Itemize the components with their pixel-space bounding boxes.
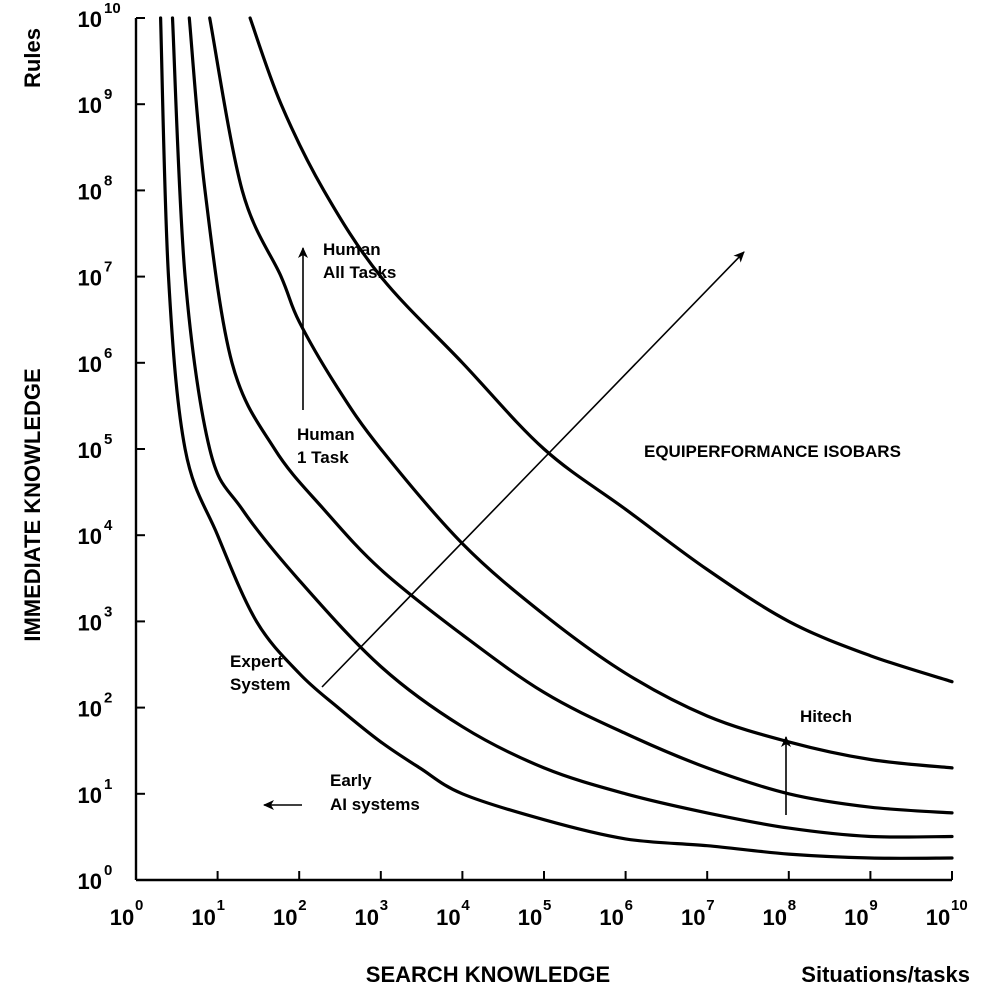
x-tick-exponent-2: 2	[298, 897, 306, 914]
y-axis-title: IMMEDIATE KNOWLEDGE	[20, 368, 45, 641]
y-tick-label-5: 10	[78, 438, 102, 463]
y-tick-label-7: 10	[78, 266, 102, 291]
x-unit-label: Situations/tasks	[801, 962, 970, 987]
x-tick-label-4: 10	[436, 905, 460, 930]
x-tick-exponent-10: 10	[951, 897, 968, 914]
early-ai-label-line2: AI systems	[330, 795, 420, 814]
y-tick-label-4: 10	[78, 524, 102, 549]
human-all-tasks-label-line2: All Tasks	[323, 263, 396, 282]
expert-system-arrow	[321, 251, 745, 688]
x-tick-exponent-4: 4	[461, 897, 470, 914]
y-tick-label-10: 10	[78, 7, 102, 32]
y-tick-label-3: 10	[78, 610, 102, 635]
y-tick-label-2: 10	[78, 697, 102, 722]
y-tick-exponent-10: 10	[104, 0, 121, 17]
x-tick-exponent-5: 5	[543, 897, 551, 914]
y-unit-label: Rules	[20, 28, 45, 88]
isobar-curve-3	[187, 16, 954, 815]
x-tick-exponent-7: 7	[706, 897, 714, 914]
y-tick-label-1: 10	[78, 783, 102, 808]
y-tick-marks	[136, 17, 145, 881]
y-tick-exponent-7: 7	[104, 259, 112, 276]
x-tick-label-10: 10	[926, 905, 950, 930]
x-tick-marks	[135, 871, 953, 880]
x-tick-exponent-3: 3	[380, 897, 388, 914]
x-tick-label-8: 10	[763, 905, 787, 930]
y-tick-exponent-8: 8	[104, 172, 112, 189]
isobar-curve-2	[170, 16, 954, 839]
x-tick-label-2: 10	[273, 905, 297, 930]
x-tick-exponent-1: 1	[217, 897, 225, 914]
equiperformance-isobars-label: EQUIPERFORMANCE ISOBARS	[644, 442, 901, 461]
y-tick-label-0: 10	[78, 869, 102, 894]
x-tick-label-5: 10	[518, 905, 542, 930]
human-one-task-label-line2: 1 Task	[297, 448, 349, 467]
human-one-task-label-line1: Human	[297, 425, 355, 444]
expert-system-label-line1: Expert	[230, 652, 283, 671]
y-tick-exponent-6: 6	[104, 345, 112, 362]
y-tick-exponent-5: 5	[104, 431, 112, 448]
y-tick-exponent-2: 2	[104, 690, 112, 707]
isobar-curves	[159, 16, 954, 860]
hitech-label: Hitech	[800, 707, 852, 726]
y-tick-exponent-3: 3	[104, 603, 112, 620]
x-tick-exponent-9: 9	[869, 897, 877, 914]
x-tick-exponent-6: 6	[625, 897, 633, 914]
x-tick-labels: 10 0 10 1 10 2 10 3 10 4 10 5 10 6 10 7 10 8 10 9 10 10	[110, 897, 968, 930]
y-tick-exponent-0: 0	[104, 862, 112, 879]
x-tick-label-1: 10	[191, 905, 215, 930]
y-tick-exponent-4: 4	[104, 517, 113, 534]
y-tick-label-8: 10	[78, 179, 102, 204]
y-tick-exponent-1: 1	[104, 776, 112, 793]
isobar-curve-4	[208, 16, 954, 770]
x-tick-label-3: 10	[355, 905, 379, 930]
early-ai-label-line1: Early	[330, 771, 372, 790]
y-tick-exponent-9: 9	[104, 86, 112, 103]
x-tick-exponent-0: 0	[135, 897, 143, 914]
expert-system-label-line2: System	[230, 675, 290, 694]
y-tick-label-6: 10	[78, 352, 102, 377]
human-all-tasks-label-line1: Human	[323, 240, 381, 259]
y-tick-label-9: 10	[78, 93, 102, 118]
x-tick-label-0: 10	[110, 905, 134, 930]
x-tick-label-9: 10	[844, 905, 868, 930]
x-tick-label-7: 10	[681, 905, 705, 930]
isobar-curve-1	[159, 16, 954, 860]
x-tick-label-6: 10	[599, 905, 623, 930]
isobar-curve-5	[248, 16, 954, 684]
x-tick-exponent-8: 8	[788, 897, 796, 914]
x-axis-title: SEARCH KNOWLEDGE	[366, 962, 610, 987]
